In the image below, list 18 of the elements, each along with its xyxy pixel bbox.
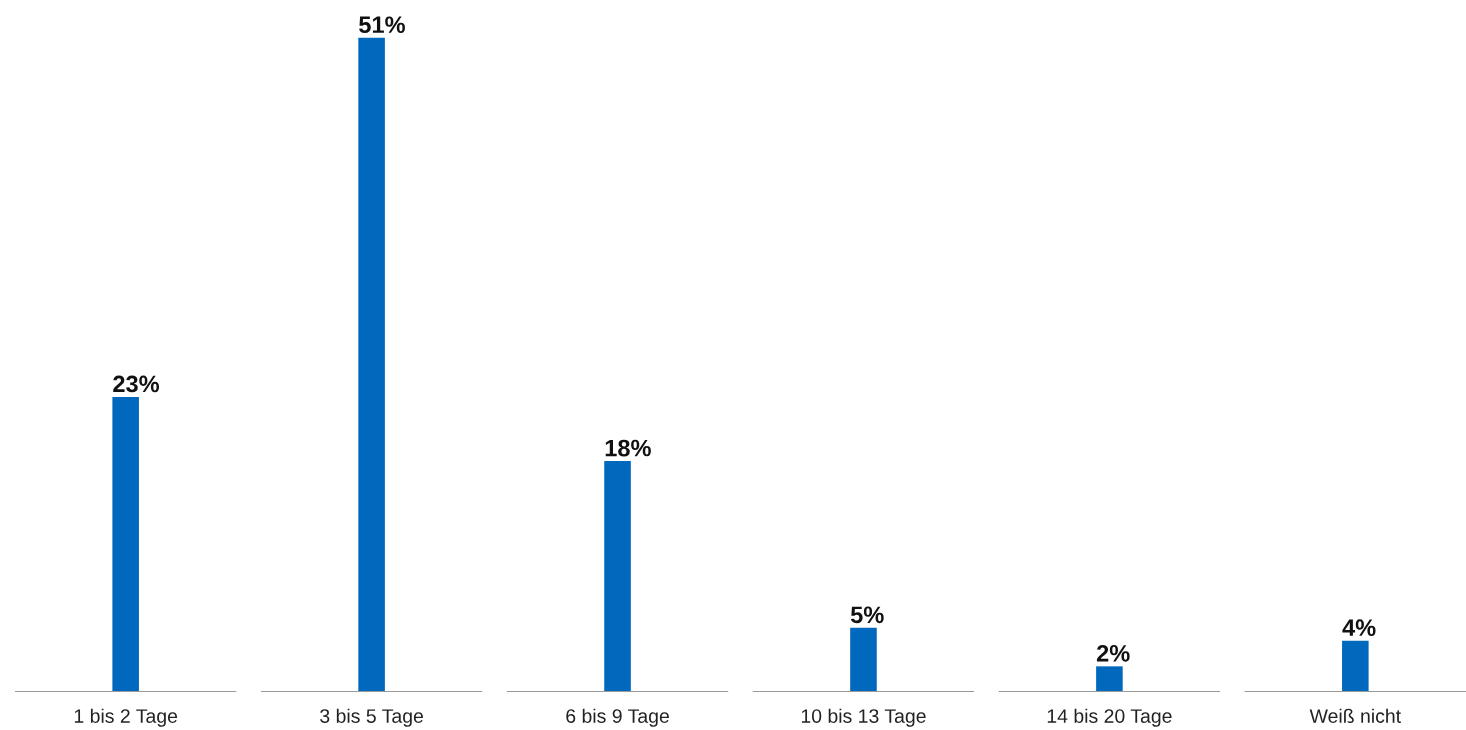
data-label: 2% [1096, 644, 1130, 662]
bar [112, 396, 139, 692]
x-tick-label: 6 bis 9 Tage [566, 708, 669, 727]
bar [604, 461, 631, 692]
bar [1342, 640, 1369, 692]
bar [850, 627, 877, 692]
x-tick-label: Weiß nicht [1309, 708, 1401, 723]
data-label: 18% [605, 439, 651, 457]
data-label: 4% [1342, 619, 1376, 636]
x-tick-label: 1 bis 2 Tage [74, 708, 178, 727]
data-label: 5% [850, 606, 884, 624]
x-tick-label: 3 bis 5 Tage [320, 708, 423, 727]
bar [358, 37, 385, 692]
x-tick-label: 14 bis 20 Tage [1047, 708, 1172, 727]
bar [1096, 666, 1123, 692]
data-label: 23% [113, 375, 160, 393]
x-tick-label: 10 bis 13 Tage [801, 708, 926, 727]
data-label: 51% [359, 16, 405, 34]
